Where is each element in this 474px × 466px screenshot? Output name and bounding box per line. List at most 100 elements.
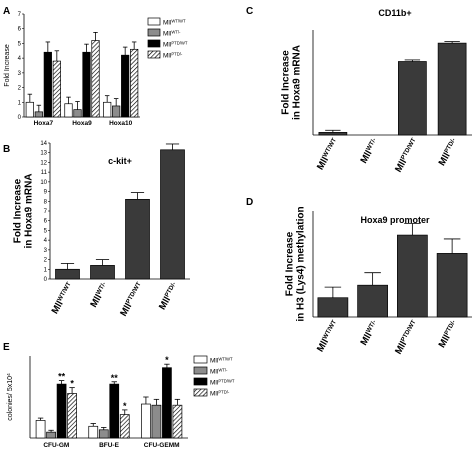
bar	[130, 48, 139, 118]
bar	[82, 51, 91, 118]
y-tick-label: 1	[18, 100, 22, 106]
x-tick-label: MllWT/WT	[314, 137, 341, 172]
bar	[162, 367, 172, 439]
bar	[436, 253, 468, 318]
x-tick-label: Hoxa10	[109, 120, 133, 127]
y-tick-label: 12	[40, 160, 47, 166]
x-tick-label: MllPTD/-	[436, 137, 461, 168]
y-tick-label: 13	[40, 151, 47, 157]
bar	[52, 60, 61, 118]
panel-label-c: C	[246, 6, 253, 17]
bar	[35, 420, 46, 439]
y-tick-label: 2	[44, 258, 48, 264]
significance-marker: *	[123, 401, 127, 411]
y-tick-label: 3	[18, 71, 22, 77]
bar	[88, 425, 99, 439]
significance-marker: **	[111, 373, 119, 383]
bar	[357, 284, 388, 318]
legend-swatch	[147, 28, 161, 37]
significance-marker: *	[70, 379, 74, 389]
y-tick-label: 2	[18, 86, 22, 92]
legend-label: MllPTD/-	[163, 51, 183, 60]
legend-label: MllPTD/-	[210, 389, 230, 398]
bar	[73, 109, 82, 118]
x-tick-label: CFU-GEMM	[144, 442, 180, 449]
bar	[98, 429, 109, 439]
legend-label: MllWT/WT	[163, 18, 186, 27]
legend-label: MllPTD/WT	[210, 378, 235, 387]
x-tick-label: MllPTD/WT	[393, 137, 421, 175]
bar	[112, 105, 121, 118]
significance-marker: **	[58, 372, 66, 382]
bar	[34, 111, 43, 118]
legend-swatch	[193, 377, 208, 386]
chart-d: Hoxa9 promoter Fold Increasein H3 (Lys4) …	[285, 206, 472, 357]
y-tick-label: 1	[44, 267, 48, 273]
bar	[318, 132, 348, 136]
bar	[397, 234, 428, 318]
y-axis-label: colonies/ 5x104	[6, 373, 15, 421]
y-axis-label: Fold Increasein Hoxa9 mRNA	[13, 173, 35, 248]
panel-label-a: A	[3, 6, 10, 17]
y-axis-label: Fold Increase	[4, 44, 11, 87]
y-tick-label: 0	[44, 277, 48, 283]
x-tick-label: MllWT/WT	[49, 281, 76, 316]
x-tick-label: MllWT/-	[358, 137, 381, 166]
legend-swatch	[193, 355, 208, 364]
y-tick-label: 10	[40, 180, 47, 186]
legend-label: MllWT/WT	[210, 356, 233, 365]
x-tick-label: MllPTD/WT	[393, 319, 421, 357]
bar	[67, 393, 77, 439]
chart-title: c-kit+	[108, 156, 132, 166]
y-axis-label: Fold Increasein Hoxa9 mRNA	[281, 45, 303, 120]
y-tick-label: 5	[18, 41, 22, 47]
y-tick-label: 8	[44, 199, 48, 205]
bar	[398, 61, 427, 136]
y-tick-label: 3	[44, 248, 48, 254]
bar	[55, 268, 80, 280]
bar	[64, 103, 73, 118]
bar	[172, 404, 183, 439]
bar	[46, 431, 56, 439]
y-tick-label: 5	[44, 228, 48, 234]
x-tick-label: MllWT/-	[88, 281, 111, 310]
legend-label: MllWT/-	[163, 29, 181, 38]
bar	[90, 265, 115, 280]
bar	[437, 42, 467, 136]
legend-swatch	[147, 50, 161, 59]
bar	[91, 40, 100, 118]
y-tick-label: 9	[44, 190, 48, 196]
bar	[151, 404, 162, 439]
bar	[109, 383, 120, 439]
legend-swatch	[193, 388, 208, 397]
x-tick-label: CFU-GM	[43, 442, 69, 449]
x-tick-label: BFU-E	[99, 442, 120, 449]
x-tick-label: MllPTD/WT	[118, 281, 146, 319]
y-tick-label: 4	[44, 238, 48, 244]
legend-label: MllPTD/WT	[163, 40, 188, 49]
chart-a: 0 1 2 3 4 5 6 7 Fold Increase Hoxa7 Hoxa9 Hoxa10 Mll…	[4, 12, 188, 127]
chart-c: CD11b+ Fold Increasein Hoxa9 mRNA MllWT/WT…	[281, 8, 472, 175]
bar	[25, 101, 34, 118]
legend-swatch	[147, 17, 161, 26]
y-tick-label: 0	[18, 115, 22, 121]
significance-marker: *	[165, 355, 169, 365]
x-tick-label: MllPTD/-	[156, 281, 181, 312]
y-tick-label: 4	[18, 56, 22, 62]
bar	[103, 101, 112, 118]
panel-label-d: D	[246, 197, 253, 208]
x-tick-label: MllPTD/-	[436, 319, 461, 350]
chart-title: CD11b+	[378, 8, 411, 18]
y-tick-label: 6	[18, 27, 22, 33]
x-tick-label: Hoxa7	[34, 120, 54, 127]
x-tick-label: MllWT/WT	[314, 319, 341, 354]
panel-label-e: E	[3, 342, 10, 353]
x-tick-label: MllWT/-	[358, 319, 381, 348]
y-tick-label: 7	[18, 12, 22, 18]
chart-title: Hoxa9 promoter	[360, 215, 430, 225]
y-tick-label: 14	[40, 141, 47, 147]
legend-swatch	[193, 366, 208, 375]
